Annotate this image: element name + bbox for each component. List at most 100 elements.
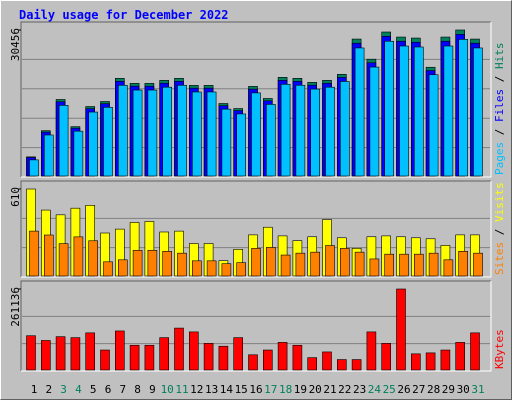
x-tick-label: 26 xyxy=(397,383,410,396)
legend-separator: / xyxy=(493,222,506,242)
bar xyxy=(103,106,113,177)
bar xyxy=(177,84,187,177)
bar xyxy=(162,251,172,277)
bar xyxy=(43,134,54,177)
bar xyxy=(396,288,406,371)
bar xyxy=(58,105,69,177)
bar xyxy=(203,343,214,371)
x-tick-label: 13 xyxy=(205,383,218,396)
panel-bevel-dark xyxy=(20,280,491,371)
x-tick-label: 15 xyxy=(235,383,248,396)
bar xyxy=(221,263,232,277)
x-tick-label: 31 xyxy=(471,383,484,396)
bar xyxy=(322,351,332,371)
bar xyxy=(369,66,380,177)
bar xyxy=(192,260,202,277)
bar xyxy=(280,84,291,177)
x-tick-label: 1 xyxy=(31,383,38,396)
panel-bevel-light xyxy=(21,22,492,178)
bar xyxy=(174,327,184,371)
bar xyxy=(129,344,140,371)
bar xyxy=(470,332,480,371)
bar xyxy=(413,253,424,277)
panel-bevel-dark xyxy=(20,21,491,177)
x-tick-label: 20 xyxy=(309,383,322,396)
bar xyxy=(339,248,350,277)
bar xyxy=(70,337,81,371)
bar xyxy=(339,81,350,177)
bar xyxy=(236,113,246,177)
bar xyxy=(265,104,276,177)
bar xyxy=(410,353,421,371)
bar xyxy=(381,343,392,371)
bar xyxy=(88,240,98,277)
y-tick-label: 261136 xyxy=(9,287,22,327)
bar xyxy=(144,344,155,371)
bar xyxy=(351,359,362,371)
x-tick-label: 18 xyxy=(279,383,292,396)
bar xyxy=(147,249,158,277)
bar xyxy=(58,243,69,277)
bar xyxy=(455,342,466,371)
bar xyxy=(325,245,335,277)
x-tick-label: 22 xyxy=(338,383,351,396)
bar xyxy=(132,249,143,277)
x-tick-label: 16 xyxy=(249,383,262,396)
legend: KBytes xyxy=(493,329,506,369)
panel-bevel-light xyxy=(21,181,492,278)
x-tick-label: 7 xyxy=(119,383,126,396)
bar xyxy=(248,354,258,371)
bar xyxy=(85,332,95,371)
bar xyxy=(458,39,469,177)
x-tick-label: 14 xyxy=(220,383,234,396)
bar xyxy=(413,46,424,177)
bar xyxy=(262,349,273,371)
bar xyxy=(384,40,395,177)
bar xyxy=(428,74,439,177)
bar xyxy=(310,251,321,277)
x-tick-label: 12 xyxy=(190,383,203,396)
bar xyxy=(29,159,39,177)
bar xyxy=(354,251,365,277)
x-tick-label: 6 xyxy=(105,383,112,396)
x-tick-label: 4 xyxy=(75,383,82,396)
chart-title: Daily usage for December 2022 xyxy=(19,8,229,22)
bar xyxy=(40,340,51,371)
x-tick-label: 24 xyxy=(368,383,382,396)
bar xyxy=(354,47,365,177)
panel-bevel-dark xyxy=(20,180,491,277)
x-tick-label: 5 xyxy=(90,383,97,396)
bar xyxy=(440,349,451,371)
x-tick-label: 9 xyxy=(149,383,156,396)
bar xyxy=(221,108,232,177)
x-tick-label: 21 xyxy=(323,383,336,396)
legend-entry: Pages xyxy=(493,142,506,175)
legend: Sites / Visits xyxy=(493,182,506,275)
bar xyxy=(236,262,246,277)
bar xyxy=(103,261,113,277)
bar xyxy=(280,254,291,277)
x-tick-label: 10 xyxy=(161,383,174,396)
bar xyxy=(384,253,395,277)
legend-entry: Sites xyxy=(493,242,506,275)
bar xyxy=(118,259,128,277)
legend-separator: / xyxy=(493,122,506,142)
bar xyxy=(162,86,172,177)
x-tick-label: 30 xyxy=(457,383,470,396)
y-tick-label: 610 xyxy=(9,187,22,207)
bar xyxy=(443,45,454,177)
x-tick-label: 23 xyxy=(353,383,366,396)
bar xyxy=(443,259,454,277)
bar xyxy=(428,252,439,277)
bar xyxy=(115,330,125,371)
legend: Pages / Files / Hits xyxy=(493,43,506,176)
bar xyxy=(73,130,84,177)
bar xyxy=(147,89,158,177)
bar xyxy=(192,91,202,177)
bar xyxy=(88,111,98,177)
bar xyxy=(295,252,306,277)
bar xyxy=(310,88,321,177)
bar xyxy=(458,251,469,277)
